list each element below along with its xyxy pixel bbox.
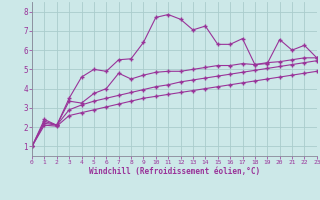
X-axis label: Windchill (Refroidissement éolien,°C): Windchill (Refroidissement éolien,°C) [89, 167, 260, 176]
